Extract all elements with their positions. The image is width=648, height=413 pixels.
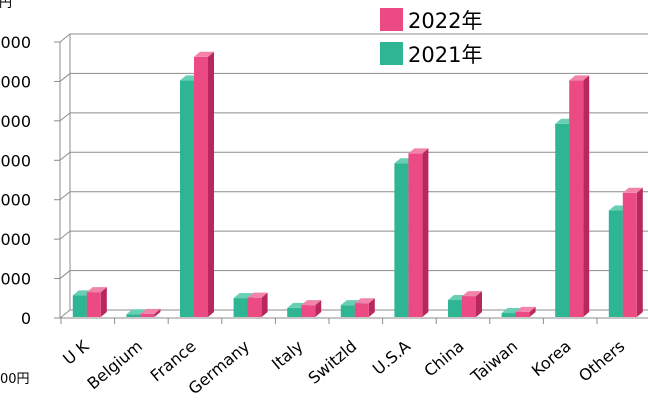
y-tick-label: 0 <box>21 309 31 328</box>
bar-top-face <box>194 51 214 57</box>
y-tick-label: 000 <box>0 112 31 131</box>
bar-front-face <box>247 297 262 317</box>
bar-2022-germany <box>247 292 268 317</box>
bar-front-face <box>340 305 355 317</box>
bar-front-face <box>394 163 409 317</box>
bar-front-face <box>140 313 155 317</box>
legend-item-2022: 2022年 <box>380 8 482 33</box>
bar-front-face <box>515 311 530 317</box>
bar-front-face <box>72 295 87 317</box>
bar-side-face <box>208 51 214 318</box>
bar-top-face <box>301 300 322 306</box>
bar-2022-u-k <box>86 287 107 317</box>
y-tick-label: 000 <box>0 230 31 249</box>
bar-top-face <box>515 306 536 312</box>
bar-side-face <box>315 300 322 317</box>
bar-top-face <box>140 308 161 314</box>
bar-front-face <box>622 192 637 317</box>
bar-front-face <box>194 56 208 318</box>
bar-front-face <box>462 296 476 317</box>
bar-front-face <box>408 153 423 317</box>
bar-front-face <box>608 210 623 317</box>
legend-item-2021: 2021年 <box>380 42 482 67</box>
bar-2022-belgium <box>140 308 161 317</box>
unit-fragment-bottom: 00円 <box>0 372 30 387</box>
bar-front-face <box>569 80 584 317</box>
y-tick-label: 000 <box>0 191 31 210</box>
legend-label-2022: 2022年 <box>408 9 482 33</box>
bar-front-face <box>233 298 248 317</box>
bar-side-face <box>100 287 107 317</box>
bar-top-face <box>126 309 147 315</box>
bar-top-face <box>233 293 254 299</box>
bar-front-face <box>126 314 141 317</box>
side-wall-gridline <box>59 309 71 319</box>
bar-top-face <box>622 187 643 193</box>
bar-2022-taiwan <box>515 306 536 317</box>
bar-side-face <box>529 306 536 317</box>
bar-2022-france <box>194 51 214 318</box>
x-tick-label: Italy <box>268 337 307 374</box>
bar-2022-switzld <box>354 298 375 317</box>
x-tick-label: Others <box>575 337 628 386</box>
side-wall-gridline <box>59 112 71 122</box>
x-tick-label: U K <box>59 336 93 368</box>
x-tick-label: Korea <box>528 337 575 381</box>
bar-front-face <box>354 303 369 317</box>
x-tick-label: Belgium <box>84 337 146 394</box>
x-tick-label: China <box>420 337 467 381</box>
bar-2022-korea <box>569 75 590 317</box>
bar-front-face <box>555 123 570 317</box>
legend-swatch-2022 <box>380 8 403 31</box>
bar-side-face <box>476 291 482 317</box>
bar-side-face <box>583 75 590 317</box>
y-tick-label: 000 <box>0 151 31 170</box>
side-wall-gridline <box>59 230 71 240</box>
y-tick-label: 000 <box>0 270 31 289</box>
x-tick-label: U.S.A <box>369 336 414 378</box>
legend: 2022年 2021年 <box>380 8 482 67</box>
unit-fragment-top: 円 <box>0 0 12 11</box>
bar-front-face <box>448 300 462 317</box>
bar-front-face <box>180 80 194 317</box>
legend-swatch-2021 <box>380 42 403 65</box>
side-wall-gridline <box>59 270 71 279</box>
bar-side-face <box>154 308 161 317</box>
y-tick-label: 000 <box>0 33 31 52</box>
bar-top-face <box>86 287 107 293</box>
side-wall-gridline <box>59 73 71 82</box>
legend-label-2021: 2021年 <box>408 43 482 67</box>
side-wall-gridline <box>59 151 71 161</box>
y-tick-label: 000 <box>0 72 31 91</box>
bar-front-face <box>287 307 302 317</box>
bar-side-face <box>261 292 268 317</box>
bar-front-face <box>501 313 516 317</box>
bar-front-face <box>301 305 316 317</box>
bar-top-face <box>569 75 590 81</box>
bar-2022-china <box>462 291 482 317</box>
bar-side-face <box>636 187 643 317</box>
bars <box>72 51 643 318</box>
bar-side-face <box>368 298 375 317</box>
side-wall-gridline <box>59 33 71 43</box>
x-tick-label: Taiwan <box>467 337 522 387</box>
bar-2022-italy <box>301 300 322 317</box>
x-tick-label: Switzld <box>305 337 361 388</box>
bar-top-face <box>408 148 429 154</box>
bar-2022-others <box>622 187 643 317</box>
bar-side-face <box>422 148 429 317</box>
bar-top-face <box>354 298 375 304</box>
bar-2022-u-s-a <box>408 148 429 317</box>
side-wall-gridline <box>59 191 71 201</box>
bar-top-face <box>247 292 268 298</box>
bar-front-face <box>86 292 101 317</box>
bar-top-face <box>462 291 482 297</box>
